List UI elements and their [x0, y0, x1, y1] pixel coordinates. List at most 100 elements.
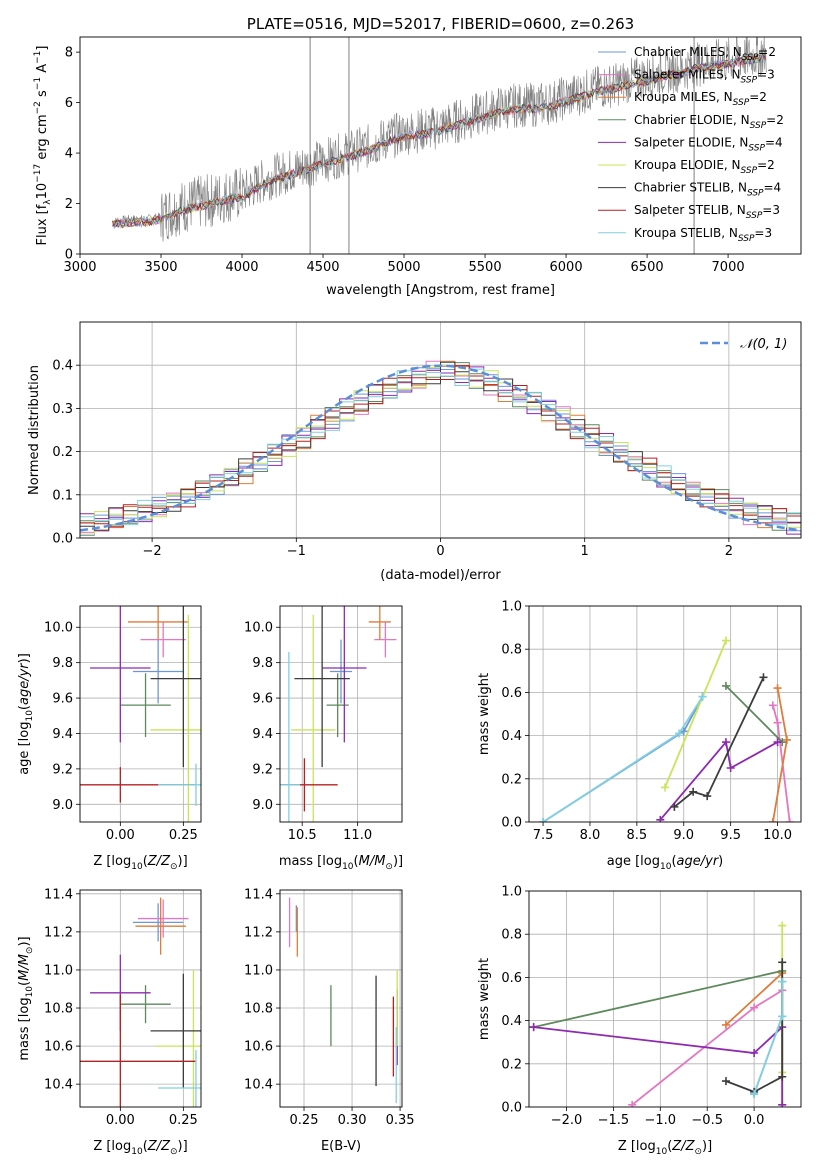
x-tick-label: 0.25	[169, 1113, 198, 1128]
x-tick-label: 0.25	[169, 828, 198, 843]
plot-area	[529, 891, 801, 1107]
model-spectrum	[112, 53, 767, 229]
y-tick-label: 9.4	[52, 727, 73, 742]
y-tick-label: 2	[65, 197, 73, 212]
chart-title: PLATE=0516, MJD=52017, FIBERID=0600, z=0…	[247, 15, 634, 33]
x-tick-label: 9.0	[673, 828, 694, 843]
y-tick-label: 0.8	[501, 643, 522, 658]
plot-area	[80, 322, 801, 538]
mass-weight-line	[673, 676, 765, 808]
mass-weight-point	[778, 1012, 787, 1021]
mass-weight-line	[659, 740, 779, 821]
y-tick-label: 0.2	[501, 1057, 522, 1072]
y-tick-label: 8	[65, 46, 73, 61]
y-tick-label: 0.4	[501, 729, 522, 744]
mass-weight-point	[721, 636, 730, 645]
legend-entry: Kroupa STELIB, NSSP=3	[634, 226, 772, 244]
mass-weight-point	[698, 692, 707, 701]
x-tick-label: 2	[725, 544, 733, 559]
y-axis-label: mass [log10(M/M⊙)]	[17, 936, 35, 1060]
x-tick-label: 10.0	[763, 828, 792, 843]
y-tick-label: 10.0	[244, 621, 273, 636]
plot-area	[280, 890, 402, 1107]
y-tick-label: 9.0	[52, 798, 73, 813]
mass-weight-point	[773, 684, 782, 693]
y-axis-label: Normed distribution	[27, 365, 42, 495]
mass-weight-point	[778, 1072, 787, 1081]
y-tick-label: 6	[65, 96, 73, 111]
legend-entry: Chabrier ELODIE, NSSP=2	[634, 113, 784, 131]
gaussian-curve	[80, 364, 801, 532]
y-tick-label: 9.2	[252, 762, 273, 777]
mass-weight-point	[778, 977, 787, 986]
legend-entry: Salpeter MILES, NSSP=3	[634, 68, 775, 86]
x-tick-label: −1.0	[645, 1113, 677, 1128]
axes-frame	[79, 36, 802, 255]
plot-area	[80, 890, 201, 1107]
age_vs_mass-panel: 10.5 11.0 9.0 9.2 9.4 9.6 9.8 10.0 mass [log10(M…	[244, 605, 403, 872]
x-axis-label: Z [log10(Z/Z⊙)]	[618, 1139, 712, 1157]
x-axis-label: Z [log10(Z/Z⊙)]	[93, 854, 187, 872]
x-tick-label: 0.25	[290, 1113, 319, 1128]
mass-weight-point	[670, 802, 679, 811]
y-tick-label: 10.8	[244, 1002, 273, 1017]
x-tick-label: 3000	[63, 260, 96, 275]
y-tick-label: 0.2	[501, 772, 522, 787]
y-tick-label: 10.6	[244, 1040, 273, 1055]
mass-weight-point	[773, 718, 782, 727]
mass-weight-point	[721, 1020, 730, 1029]
mass-weight-point	[750, 1090, 759, 1099]
y-tick-label: 1.0	[501, 885, 522, 900]
x-tick-label: 0.00	[106, 1113, 135, 1128]
y-tick-label: 9.6	[52, 692, 73, 707]
spectrum-panel: 3000 3500 4000 4500 5000 5500 6000 6500 7000 0 2 4 6…	[33, 15, 802, 298]
plot-area	[112, 37, 767, 254]
x-tick-label: 1	[581, 544, 589, 559]
x-axis-label: age [log10(age/yr)	[607, 854, 724, 872]
x-tick-label: 0.35	[386, 1113, 415, 1128]
y-tick-label: 9.4	[252, 727, 273, 742]
y-tick-label: 9.0	[252, 798, 273, 813]
y-tick-label: 10.0	[44, 621, 73, 636]
mass_vs_Z-panel: 0.00 0.25 10.4 10.6 10.8 11.0 11.2 11.4 Z [log10…	[17, 887, 202, 1157]
axes-frame	[79, 889, 202, 1108]
mass-weight-line	[533, 1025, 784, 1105]
mass-weight-point	[675, 729, 684, 738]
legend-entry: Kroupa MILES, NSSP=2	[634, 90, 767, 108]
x-axis-label: wavelength [Angstrom, rest frame]	[326, 283, 555, 298]
age_vs_Z-panel: 0.00 0.25 9.0 9.2 9.4 9.6 9.8 10.0 Z [log10(Z/Z⊙…	[17, 605, 202, 872]
y-tick-label: 4	[65, 147, 73, 162]
x-tick-label: 9.5	[720, 828, 741, 843]
x-tick-label: −1.5	[598, 1113, 630, 1128]
massweight_vs_age-panel: 7.5 8.0 8.5 9.0 9.5 10.0 0.0 0.2 0.4 0.6 0.8 1.0 age…	[477, 600, 802, 872]
mass-weight-point	[773, 738, 782, 747]
mass-weight-point	[782, 735, 791, 744]
axes-frame	[279, 889, 403, 1108]
x-tick-label: 6500	[631, 260, 664, 275]
y-tick-label: 0.0	[501, 1101, 522, 1116]
mass_vs_EBV-panel: 0.25 0.30 0.35 10.4 10.6 10.8 11.0 11.2 11.4 E(B-…	[244, 887, 415, 1154]
mass-weight-point	[539, 818, 548, 822]
mass-weight-point	[778, 921, 787, 930]
legend-entry: Chabrier MILES, NSSP=2	[634, 45, 776, 63]
plot-area	[529, 606, 801, 822]
model-spectrum	[112, 52, 766, 229]
x-tick-label: 11.0	[343, 828, 372, 843]
residual-histogram	[80, 368, 801, 526]
y-tick-label: 10.4	[244, 1078, 273, 1093]
mass-weight-point	[759, 673, 768, 682]
plot-area	[80, 606, 201, 822]
mass-weight-point	[750, 1003, 759, 1012]
legend-entry: 𝒩(0, 1)	[740, 337, 787, 352]
x-tick-label: 8.5	[627, 828, 648, 843]
mass-weight-point	[726, 764, 735, 772]
y-tick-label: 10.4	[44, 1078, 73, 1093]
legend-entry: Salpeter STELIB, NSSP=3	[634, 203, 780, 221]
y-tick-label: 0	[65, 248, 73, 263]
y-tick-label: 9.8	[252, 656, 273, 671]
x-tick-label: 0.00	[106, 828, 135, 843]
x-tick-label: 10.5	[288, 828, 317, 843]
x-axis-label: Z [log10(Z/Z⊙)]	[93, 1139, 187, 1157]
x-tick-label: 4000	[225, 260, 258, 275]
